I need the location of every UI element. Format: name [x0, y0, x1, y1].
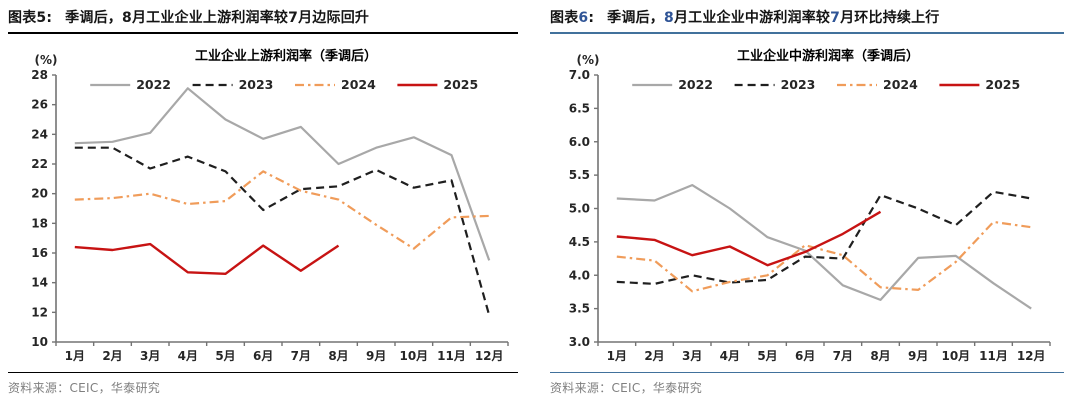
x-tick-label: 4月: [720, 349, 740, 363]
y-tick-label: 12: [31, 305, 48, 319]
x-tick-label: 9月: [366, 349, 386, 363]
source-note: 资料来源：CEIC，华泰研究: [8, 372, 518, 396]
y-tick-label: 18: [31, 216, 48, 230]
y-tick-label: 4.5: [569, 235, 590, 249]
chart-heading: 图表6: 季调后，8月工业企业中游利润率较7月环比持续上行: [550, 7, 1064, 27]
x-tick-label: 2月: [644, 349, 664, 363]
series-line-2024: [616, 220, 1032, 293]
y-tick-label: 10: [31, 335, 48, 349]
y-tick-label: 3.0: [569, 335, 590, 349]
legend-label-2024: 2024: [341, 77, 376, 92]
x-tick-label: 8月: [870, 349, 890, 363]
series-line-2024: [74, 170, 490, 250]
y-tick-label: 24: [31, 127, 48, 141]
y-tick-label: 28: [31, 68, 48, 82]
y-tick-label: 7.0: [569, 68, 590, 82]
y-tick-label: 22: [31, 157, 48, 171]
x-tick-label: 2月: [102, 349, 122, 363]
chart-heading-number: 图表6:: [550, 10, 595, 26]
x-tick-label: 4月: [178, 349, 198, 363]
x-tick-label: 3月: [682, 349, 702, 363]
series-line-2025: [74, 242, 340, 276]
y-tick-label: 16: [31, 246, 48, 260]
x-tick-label: 10月: [399, 349, 428, 363]
heading-digit: 7: [830, 10, 841, 26]
legend-label-2022: 2022: [678, 77, 713, 92]
y-tick-label: 6.0: [569, 135, 590, 149]
chart-title: 工业企业上游利润率（季调后）: [195, 48, 377, 64]
series-line-2022: [616, 184, 1032, 310]
y-tick-label: 20: [31, 187, 48, 201]
legend-label-2024: 2024: [883, 77, 918, 92]
source-note: 资料来源：CEIC，华泰研究: [550, 372, 1064, 396]
series-line-2025: [616, 210, 882, 267]
legend-label-2025: 2025: [443, 77, 478, 92]
y-tick-label: 3.5: [569, 302, 590, 316]
legend-label-2025: 2025: [985, 77, 1020, 92]
legend-label-2023: 2023: [781, 77, 816, 92]
legend-label-2023: 2023: [239, 77, 274, 92]
series-line-2023: [616, 190, 1032, 285]
heading-digit: 8: [663, 10, 674, 26]
x-tick-label: 7月: [833, 349, 853, 363]
legend: 2022 2023 2024 2025: [632, 77, 1020, 92]
chart-title: 工业企业中游利润率（季调后）: [737, 48, 919, 64]
y-axis-unit-label: (%): [577, 53, 600, 67]
heading-digit: 6: [578, 10, 589, 26]
x-tick-label: 5月: [215, 349, 235, 363]
legend-label-2022: 2022: [136, 77, 171, 92]
heading-divider: [550, 32, 1064, 34]
x-tick-label: 7月: [291, 349, 311, 363]
figure-panel-midstream: 图表6: 季调后，8月工业企业中游利润率较7月环比持续上行 工业企业中游利润率（季…: [540, 0, 1080, 405]
heading-digit: 8: [121, 10, 132, 26]
series-line-2022: [74, 87, 491, 261]
x-tick-label: 8月: [328, 349, 348, 363]
x-tick-label: 1月: [65, 349, 85, 363]
chart-heading-title: 季调后，8月工业企业上游利润率较7月边际回升: [65, 10, 370, 26]
chart-heading-title: 季调后，8月工业企业中游利润率较7月环比持续上行: [607, 10, 940, 26]
x-tick-label: 5月: [757, 349, 777, 363]
x-tick-label: 10月: [941, 349, 970, 363]
figure-panel-upstream: 图表5: 季调后，8月工业企业上游利润率较7月边际回升 工业企业上游利润率（季调后…: [8, 7, 518, 396]
x-tick-label: 3月: [140, 349, 160, 363]
y-tick-label: 5.0: [569, 202, 590, 216]
y-tick-label: 6.5: [569, 101, 590, 115]
midstream-profit-chart: 工业企业中游利润率（季调后） (%) 3.0 3.5 4.0 4.5 5.0 5.5 6.0 6.…: [569, 48, 1051, 363]
x-tick-label: 9月: [908, 349, 928, 363]
x-tick-label: 6月: [795, 349, 815, 363]
x-tick-label: 6月: [253, 349, 273, 363]
legend: 2022 2023 2024 2025: [90, 77, 478, 92]
y-axis-unit-label: (%): [35, 53, 58, 67]
y-tick-label: 5.5: [569, 168, 590, 182]
x-tick-label: 1月: [607, 349, 627, 363]
x-tick-label: 11月: [979, 349, 1008, 363]
y-tick-label: 14: [31, 276, 48, 290]
series-line-2023: [74, 146, 491, 316]
axes: 3.0 3.5 4.0 4.5 5.0 5.5 6.0 6.5 7.0 1月 2月 3月 4月 5月 6月 7…: [569, 68, 1051, 363]
heading-digit: 7: [288, 10, 299, 26]
x-tick-label: 11月: [437, 349, 466, 363]
heading-digit: 5: [36, 10, 47, 26]
x-tick-label: 12月: [475, 349, 504, 363]
x-tick-label: 12月: [1017, 349, 1046, 363]
midstream-chart-figure: 工业企业中游利润率（季调后） (%) 3.0 3.5 4.0 4.5 5.0 5.5 6.0 6.…: [550, 36, 1064, 370]
upstream-chart-figure: 工业企业上游利润率（季调后） (%) 10 12 14 16 18 20 22 24 26 28 1月 2…: [8, 36, 518, 370]
heading-divider: [8, 32, 518, 34]
chart-heading-number: 图表5:: [8, 10, 53, 26]
y-tick-label: 4.0: [569, 268, 590, 282]
y-tick-label: 26: [31, 98, 48, 112]
chart-heading: 图表5: 季调后，8月工业企业上游利润率较7月边际回升: [8, 7, 518, 27]
